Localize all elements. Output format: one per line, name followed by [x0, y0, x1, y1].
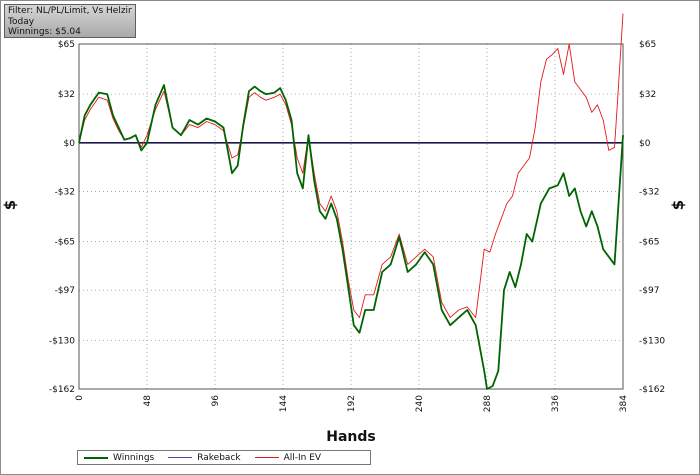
legend-item-winnings: Winnings — [84, 453, 154, 463]
y-tick-label-right: -$97 — [639, 286, 659, 296]
y-tick-label-left: -$32 — [55, 187, 75, 197]
x-axis-title: Hands — [326, 429, 376, 445]
legend-label-allin-ev: All-In EV — [283, 452, 322, 463]
y-tick-label-left: -$162 — [49, 385, 75, 395]
x-tick-label: 240 — [415, 395, 425, 412]
legend: Winnings Rakeback All-In EV — [77, 450, 371, 465]
winnings-text: Winnings: $5.04 — [8, 27, 81, 37]
y-tick-label-right: $65 — [639, 40, 656, 50]
plot-area-border — [78, 43, 624, 390]
tick-labels: $65 $65 $32 $32 $0 $0 -$32 -$32 -$65 -$65 -$97 -$97… — [49, 40, 666, 412]
y-axis-title-right: $ — [669, 200, 687, 210]
y-tick-label-right: $0 — [639, 139, 651, 149]
y-tick-label-right: $32 — [639, 90, 656, 100]
x-tick-label: 0 — [75, 395, 85, 401]
y-tick-label-left: -$130 — [49, 336, 75, 346]
y-tick-label-right: -$32 — [639, 187, 659, 197]
y-axis-title-left: $ — [1, 200, 19, 210]
x-tick-label: 144 — [279, 395, 289, 412]
y-tick-label-left: -$97 — [55, 286, 75, 296]
filter-text: Filter: NL/PL/Limit, Vs Helzin — [8, 6, 132, 16]
legend-label-winnings: Winnings — [113, 452, 155, 463]
grid — [79, 43, 623, 390]
legend-swatch-rakeback — [168, 457, 193, 458]
legend-swatch-winnings — [84, 456, 108, 459]
x-tick-label: 288 — [483, 395, 493, 412]
legend-label-rakeback: Rakeback — [197, 452, 241, 463]
series-line-winnings — [78, 84, 624, 390]
filter-info-box: Filter: NL/PL/Limit, Vs Helzin Today Win… — [4, 4, 136, 38]
x-tick-label: 192 — [347, 395, 357, 412]
legend-item-allin-ev: All-In EV — [254, 452, 322, 463]
y-tick-label-right: -$130 — [639, 336, 665, 346]
legend-swatch-allin-ev — [254, 457, 279, 458]
legend-item-rakeback: Rakeback — [168, 452, 241, 463]
x-tick-label: 96 — [211, 395, 221, 407]
y-tick-label-left: $0 — [64, 139, 76, 149]
x-tick-label: 336 — [551, 395, 561, 412]
y-tick-label-left: -$65 — [55, 238, 75, 248]
y-tick-label-left: $32 — [58, 90, 75, 100]
y-tick-label-right: -$65 — [639, 238, 659, 248]
x-tick-label: 48 — [143, 395, 153, 407]
period-text: Today — [8, 16, 35, 27]
series-layer — [78, 13, 624, 390]
x-tick-label: 384 — [619, 395, 629, 412]
y-tick-label-right: -$162 — [639, 385, 665, 395]
y-tick-label-left: $65 — [58, 40, 75, 50]
